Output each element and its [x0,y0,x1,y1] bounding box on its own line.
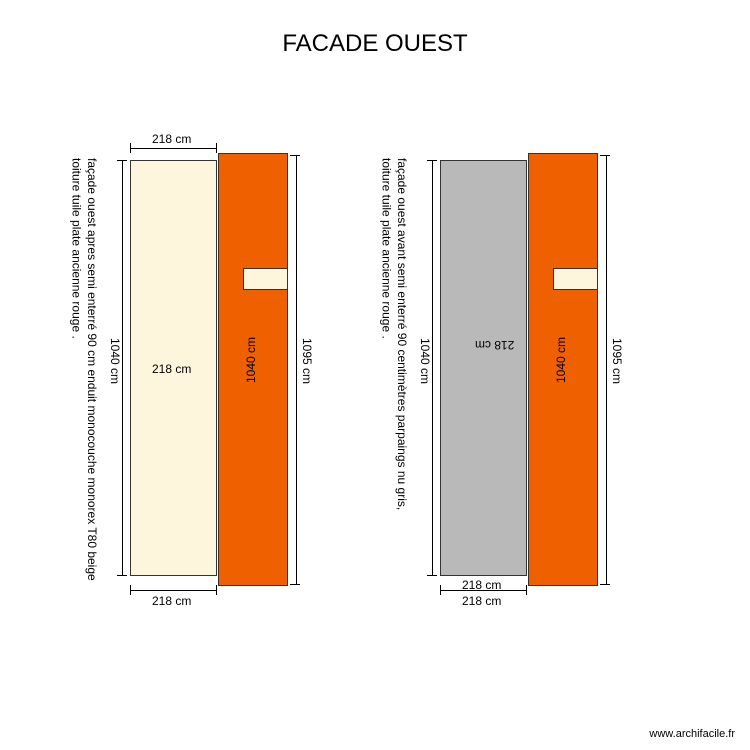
right-dim-right: 1095 cm [610,338,624,384]
left-right-dimline [296,155,297,585]
right-desc: façade ouest avant semi enterré 90 centi… [378,158,409,510]
tick [216,585,217,595]
right-right-dimline [606,155,607,585]
footer-link: www.archifacile.fr [649,728,735,740]
left-desc: façade ouest apres semi enterré 90 cm en… [68,158,99,581]
right-wall-main [440,160,527,576]
right-dim-top-2: 218 cm [462,594,501,608]
left-dim-right: 1095 cm [300,338,314,384]
right-desc-line1: façade ouest avant semi enterré 90 centi… [395,158,409,510]
tick [290,584,300,585]
left-desc-line1: façade ouest apres semi enterré 90 cm en… [85,158,99,581]
tick [427,575,437,576]
left-center-label: 218 cm [152,362,191,376]
left-top-dimline [130,148,217,149]
right-left-dimline [432,160,433,576]
tick [600,584,610,585]
right-side-height: 1040 cm [554,337,568,383]
right-desc-line2: toiture tuile plate ancienne rouge . [380,158,394,339]
tick [600,155,610,156]
page-title: FACADE OUEST [0,30,750,58]
tick [427,160,437,161]
right-inset [553,268,598,290]
tick [130,143,131,153]
right-dim-top-1: 218 cm [462,578,501,592]
left-side-height: 1040 cm [244,337,258,383]
left-inset [243,268,288,290]
right-center-label: 218 cm [475,338,514,352]
left-dim-top: 218 cm [152,132,191,146]
tick [290,155,300,156]
tick [117,575,127,576]
left-desc-line2: toiture tuile plate ancienne rouge . [70,158,84,339]
left-left-dimline [122,160,123,576]
tick [526,585,527,595]
right-dim-height: 1040 cm [418,338,432,384]
tick [216,143,217,153]
tick [440,585,441,595]
left-dim-bottom: 218 cm [152,594,191,608]
left-dim-height: 1040 cm [108,338,122,384]
tick [117,160,127,161]
tick [130,585,131,595]
left-bot-dimline [130,590,217,591]
